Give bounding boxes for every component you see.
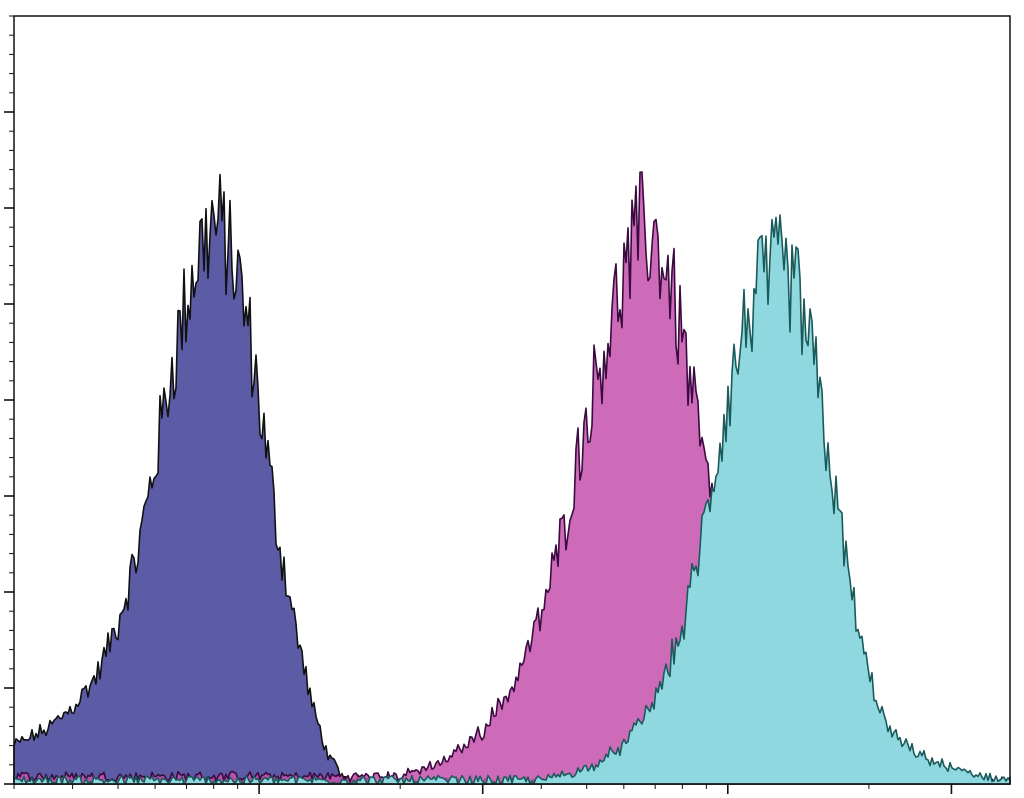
series-layer [13, 171, 1011, 785]
tick-layer [4, 15, 953, 794]
histogram-series-3 [13, 214, 1011, 785]
